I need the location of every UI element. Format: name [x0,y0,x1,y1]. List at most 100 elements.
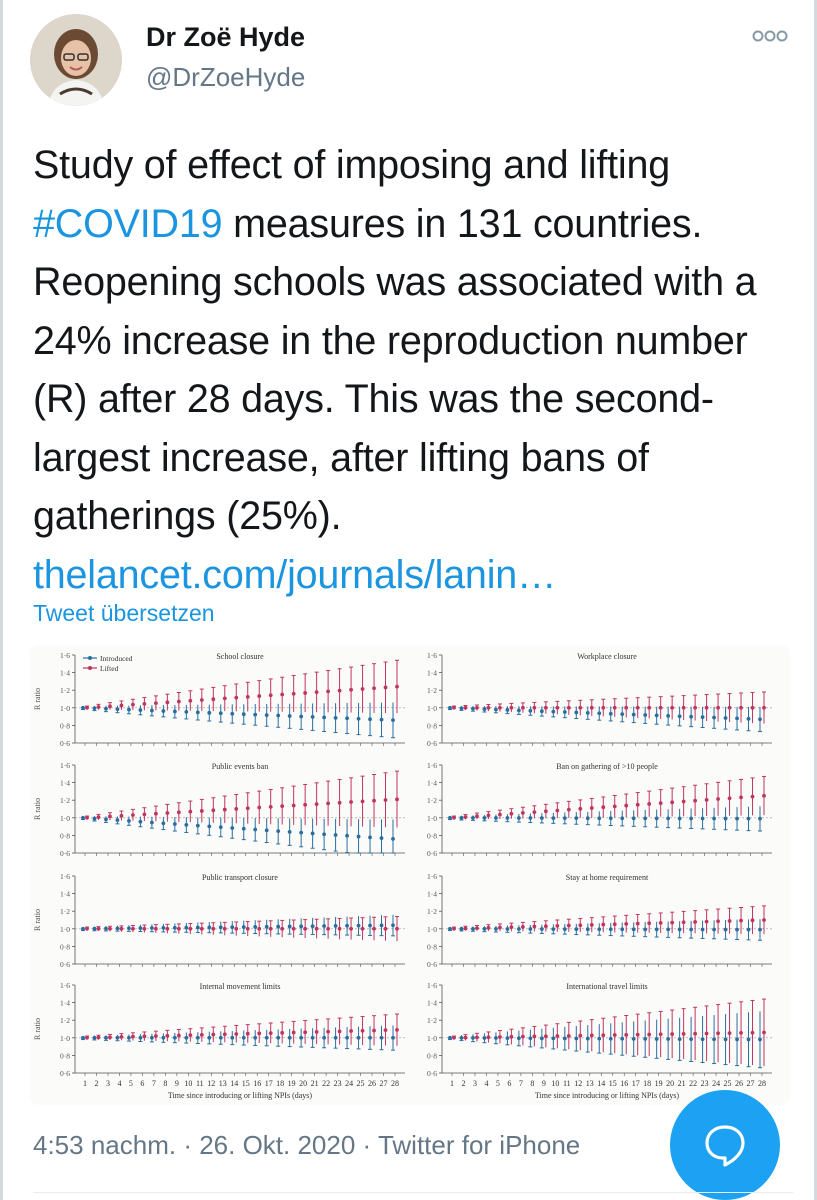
y-tick-label: 1·0 [427,1034,437,1043]
introduced-point [92,926,97,931]
introduced-point [551,1036,556,1041]
introduced-point [230,925,235,930]
introduced-point [127,707,131,712]
lifted-point [520,1034,525,1039]
lifted-point [314,690,319,695]
introduced-point [253,1035,258,1040]
lifted-point [96,926,101,931]
lifted-point [234,695,239,700]
lifted-point [762,918,766,922]
introduced-point [310,831,315,836]
y-tick-label: 0·6 [427,1069,437,1078]
x-tick-label: 10 [184,1079,192,1088]
lifted-point [612,1033,617,1037]
more-options-icon[interactable] [752,28,788,44]
introduced-point [758,816,762,821]
introduced-point [172,709,177,714]
lifted-point [222,1032,227,1037]
translate-tweet-link[interactable]: Tweet übersetzen [33,600,215,626]
y-tick-label: 1·2 [427,686,437,695]
lifted-point [85,705,89,710]
introduced-point [459,1035,464,1040]
lifted-point [291,803,296,808]
lifted-point [303,802,308,807]
introduced-point [516,708,521,713]
introduced-point [735,1037,739,1042]
introduced-point [689,816,694,821]
lifted-point [303,691,308,695]
introduced-point [654,713,659,718]
lifted-point [245,926,250,931]
lifted-point [750,794,755,799]
introduced-point [574,816,579,821]
x-tick-label: 2 [461,1079,465,1088]
lifted-point [395,926,399,931]
panel-title: Internal movement limits [200,982,281,991]
introduced-point [276,713,281,718]
y-tick-label: 1·0 [60,1034,70,1043]
x-tick-label: 22 [322,1079,330,1088]
introduced-point [448,1035,452,1040]
introduced-point [115,1035,120,1040]
introduced-point [299,1035,304,1040]
lifted-point [509,1034,514,1039]
article-link[interactable]: thelancet.com/journals/lanin… [33,552,557,597]
author-name[interactable]: Dr Zoë Hyde [146,22,306,52]
introduced-point [218,711,223,716]
introduced-point [631,712,636,717]
tweet-meta: 4:53 nachm. · 26. Okt. 2020 · Twitter fo… [33,1130,580,1161]
introduced-point [322,1035,327,1040]
introduced-point [276,829,281,833]
introduced-point [230,1035,235,1040]
lifted-point [349,1029,353,1033]
lifted-point [647,802,652,806]
introduced-point [127,926,131,931]
lifted-point [739,705,743,710]
y-tick-label: 1·6 [427,981,437,990]
lifted-point [142,926,147,931]
lifted-point [589,705,594,710]
author-avatar[interactable] [30,14,122,106]
introduced-point [654,1037,659,1041]
introduced-point [562,1036,567,1041]
lifted-point [176,1033,181,1038]
introduced-point [310,924,315,929]
lifted-point [750,1030,755,1035]
introduced-point [677,927,682,932]
legend-introduced-label: Introduced [100,654,133,663]
lifted-point [658,705,663,710]
introduced-point [528,1036,533,1041]
lifted-point [762,793,766,798]
lifted-point [589,922,594,927]
introduced-point [735,816,739,821]
lifted-point [360,687,365,691]
lifted-point [199,1032,204,1037]
reply-fab-button[interactable] [670,1090,780,1200]
lifted-point [372,1028,376,1033]
lifted-point [131,926,135,931]
lifted-point [463,1035,468,1040]
hashtag-link[interactable]: #COVID19 [33,201,223,246]
window-edge-left [0,0,3,1200]
lifted-point [326,1029,331,1034]
lifted-point [532,705,537,710]
author-handle[interactable]: @DrZoeHyde [146,62,306,92]
lifted-point [750,705,755,710]
introduced-point [666,816,671,821]
x-tick-label: 28 [391,1079,399,1088]
introduced-point [207,824,212,829]
lifted-point [360,926,365,931]
y-tick-label: 0·8 [60,831,70,840]
lifted-point [234,1032,239,1036]
introduced-point [81,1035,85,1040]
introduced-point [539,1036,544,1041]
introduced-point [758,717,762,722]
lifted-point [108,1035,112,1040]
lifted-point [234,807,239,811]
attached-figure[interactable]: 0·6 0·8 1·0 1·2 1·4 1·6 R ratio School closure I… [30,645,790,1105]
introduced-point [104,1035,108,1040]
x-tick-label: 24 [345,1079,353,1088]
introduced-point [161,709,166,713]
lifted-point [211,697,216,702]
panel-title: Ban on gathering of >10 people [556,762,658,771]
